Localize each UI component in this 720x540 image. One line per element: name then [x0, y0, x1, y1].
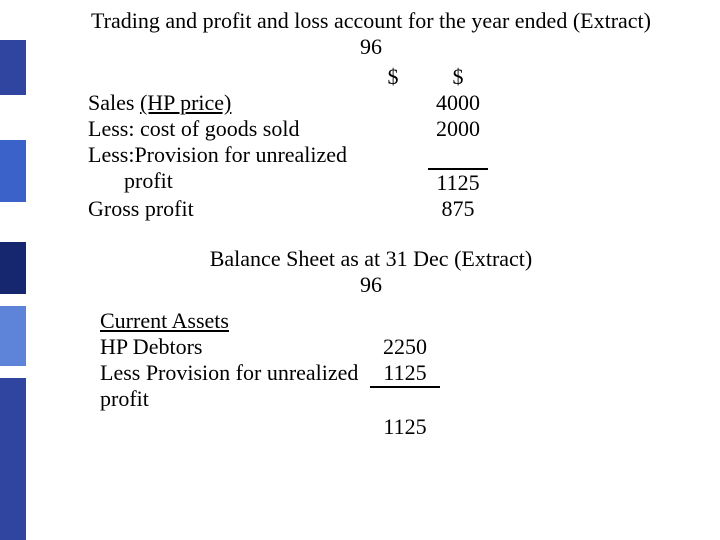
decorative-sidebar — [0, 0, 26, 540]
bs-provision-label-line1: Less Provision for unrealized — [100, 360, 360, 386]
bs-net-value: 1125 — [360, 414, 450, 440]
sidebar-block — [0, 202, 26, 242]
sidebar-block — [0, 378, 26, 540]
sidebar-block — [0, 95, 26, 140]
pl-table: $ $ Sales (HP price) 4000 Less: cost of … — [88, 64, 508, 222]
bs-table: Current Assets HP Debtors 2250 Less Prov… — [100, 308, 520, 440]
pl-provision-value: 1125 — [428, 168, 488, 196]
pl-provision-label-line1: Less:Provision for unrealized — [88, 142, 368, 168]
pl-year: 96 — [28, 34, 714, 60]
sidebar-block — [0, 40, 26, 95]
sidebar-block — [0, 366, 26, 378]
gross-profit-value: 875 — [418, 196, 498, 222]
sales-value: 4000 — [418, 90, 498, 116]
pl-provision-label-line2: profit — [88, 168, 368, 194]
cogs-value: 2000 — [418, 116, 498, 142]
pl-col2-header: $ — [418, 64, 498, 90]
bs-provision-value: 1125 — [360, 360, 450, 386]
sidebar-block — [0, 242, 26, 294]
bs-year: 96 — [28, 272, 714, 298]
hp-debtors-value: 2250 — [360, 334, 450, 360]
sidebar-block — [0, 0, 26, 40]
pl-title: Trading and profit and loss account for … — [28, 8, 714, 34]
bs-provision-label-line2: profit — [100, 386, 360, 412]
current-assets-heading: Current Assets — [100, 308, 360, 334]
bs-title: Balance Sheet as at 31 Dec (Extract) — [28, 246, 714, 272]
slide-content: Trading and profit and loss account for … — [28, 8, 714, 440]
cogs-label: Less: cost of goods sold — [88, 116, 368, 142]
gross-profit-label: Gross profit — [88, 196, 368, 222]
sidebar-block — [0, 306, 26, 366]
sidebar-block — [0, 140, 26, 202]
pl-col1-header: $ — [368, 64, 418, 90]
hp-debtors-label: HP Debtors — [100, 334, 360, 360]
sidebar-block — [0, 294, 26, 306]
sales-label: Sales (HP price) — [88, 90, 368, 116]
